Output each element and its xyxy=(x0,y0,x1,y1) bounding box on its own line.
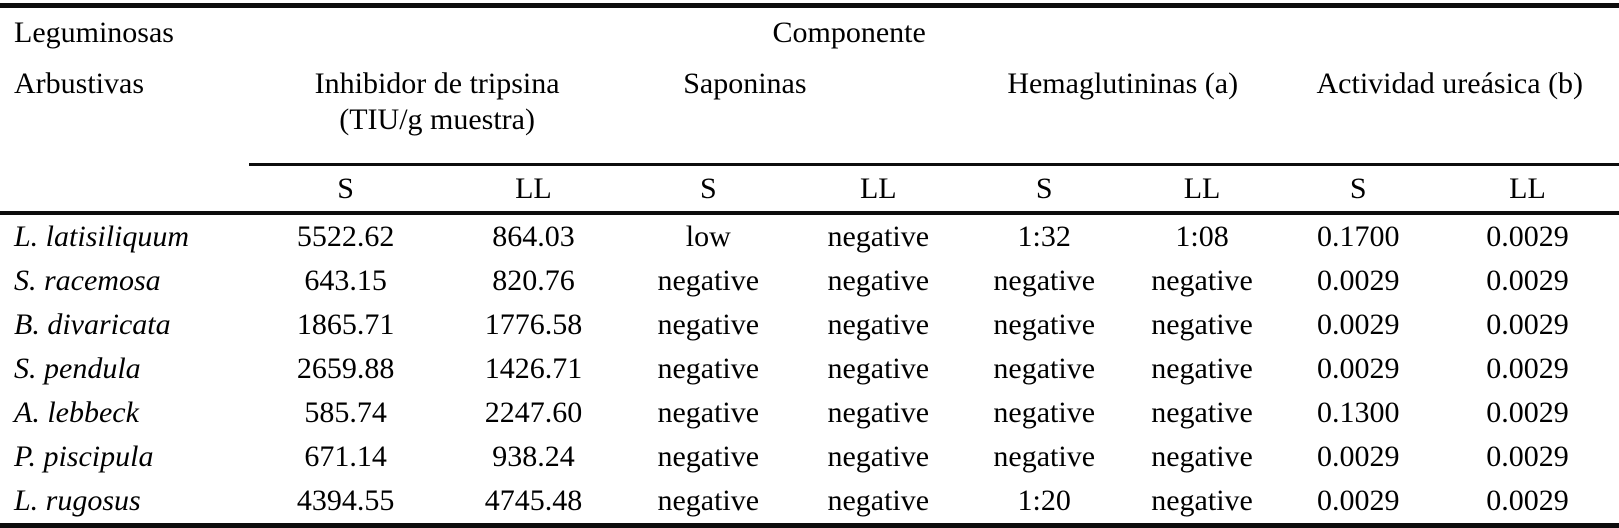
table-row: P. piscipula 671.14 938.24 negative nega… xyxy=(0,435,1619,479)
table-row: L. rugosus 4394.55 4745.48 negative nega… xyxy=(0,479,1619,526)
header-leguminosas: Leguminosas xyxy=(14,16,174,49)
value-cell: low xyxy=(685,220,731,253)
header-group-ureasica: Actividad ureásica (b) xyxy=(1280,58,1619,166)
species-cell: P. piscipula xyxy=(14,440,154,473)
subheader-empty xyxy=(0,164,250,215)
species-cell: L. rugosus xyxy=(14,484,141,517)
value-cell: 864.03 xyxy=(492,220,575,253)
value-cell: negative xyxy=(1151,352,1253,385)
value-cell: 0.0029 xyxy=(1486,484,1569,517)
value-cell: 0.0029 xyxy=(1486,308,1569,341)
value-cell: negative xyxy=(657,396,760,429)
subheader-tripsina-ll: LL xyxy=(441,164,625,215)
value-cell: negative xyxy=(657,484,760,517)
value-cell: 671.14 xyxy=(304,440,387,473)
value-cell: 4394.55 xyxy=(296,484,395,517)
value-cell: negative xyxy=(827,440,930,473)
header-group-saponinas: Saponinas xyxy=(624,58,965,166)
value-cell: negative xyxy=(993,440,1096,473)
subheader-tripsina-s: S xyxy=(249,164,442,215)
header-row-2: Arbustivas Inhibidor de tripsina (TIU/g … xyxy=(0,58,1619,166)
value-cell: 0.0029 xyxy=(1486,396,1569,429)
value-cell: 0.0029 xyxy=(1317,352,1400,385)
table-row: S. pendula 2659.88 1426.71 negative nega… xyxy=(0,347,1619,391)
table-row: S. racemosa 643.15 820.76 negative negat… xyxy=(0,259,1619,303)
value-cell: 0.0029 xyxy=(1486,440,1569,473)
subheader-saponinas-s: S xyxy=(624,164,792,215)
value-cell: 0.0029 xyxy=(1486,352,1569,385)
value-cell: 0.0029 xyxy=(1317,440,1400,473)
value-cell: 0.0029 xyxy=(1317,264,1400,297)
subheader-row: S LL S LL S LL S LL xyxy=(0,164,1619,215)
value-cell: negative xyxy=(827,264,930,297)
value-cell: 1426.71 xyxy=(484,352,583,385)
value-cell: negative xyxy=(827,396,930,429)
value-cell: negative xyxy=(657,264,760,297)
value-cell: negative xyxy=(993,396,1096,429)
value-cell: negative xyxy=(993,264,1096,297)
header-group-tripsina: Inhibidor de tripsina (TIU/g muestra) xyxy=(249,58,625,166)
subheader-saponinas-ll: LL xyxy=(791,164,965,215)
table-body: L. latisiliquum 5522.62 864.03 low negat… xyxy=(0,213,1619,526)
table-header: Leguminosas Componente Arbustivas Inhibi… xyxy=(0,6,1619,215)
value-cell: 2247.60 xyxy=(484,396,583,429)
value-cell: 2659.88 xyxy=(296,352,395,385)
value-cell: 938.24 xyxy=(492,440,575,473)
value-cell: negative xyxy=(993,352,1096,385)
table-row: B. divaricata 1865.71 1776.58 negative n… xyxy=(0,303,1619,347)
value-cell: negative xyxy=(657,308,760,341)
species-cell: S. pendula xyxy=(14,352,141,385)
table-row: A. lebbeck 585.74 2247.60 negative negat… xyxy=(0,391,1619,435)
species-cell: A. lebbeck xyxy=(14,396,139,429)
value-cell: negative xyxy=(1151,396,1253,429)
value-cell: 0.0029 xyxy=(1317,308,1400,341)
value-cell: 5522.62 xyxy=(296,220,395,253)
value-cell: 0.1700 xyxy=(1317,220,1400,253)
subheader-hemaglutininas-s: S xyxy=(964,164,1124,215)
species-cell: B. divaricata xyxy=(14,308,171,341)
header-arbustivas: Arbustivas xyxy=(14,67,144,100)
value-cell: 820.76 xyxy=(492,264,575,297)
species-cell: L. latisiliquum xyxy=(14,220,190,253)
value-cell: negative xyxy=(1151,264,1253,297)
subheader-hemaglutininas-ll: LL xyxy=(1123,164,1281,215)
value-cell: 4745.48 xyxy=(484,484,583,517)
value-cell: 0.1300 xyxy=(1317,396,1400,429)
header-group-tripsina-line1: Inhibidor de tripsina xyxy=(314,67,560,100)
value-cell: 1:20 xyxy=(1017,484,1071,517)
value-cell: 1776.58 xyxy=(484,308,583,341)
value-cell: negative xyxy=(827,484,930,517)
value-cell: negative xyxy=(657,440,760,473)
header-group-hemaglutininas: Hemaglutininas (a) xyxy=(964,58,1281,166)
subheader-ureasica-s: S xyxy=(1280,164,1436,215)
value-cell: negative xyxy=(827,220,930,253)
subheader-ureasica-ll: LL xyxy=(1435,164,1619,215)
species-cell: S. racemosa xyxy=(14,264,161,297)
value-cell: negative xyxy=(827,308,930,341)
value-cell: 1865.71 xyxy=(296,308,395,341)
value-cell: 643.15 xyxy=(304,264,387,297)
value-cell: negative xyxy=(827,352,930,385)
value-cell: 0.0029 xyxy=(1486,220,1569,253)
value-cell: negative xyxy=(993,308,1096,341)
header-row-1: Leguminosas Componente xyxy=(0,6,1619,59)
value-cell: negative xyxy=(657,352,760,385)
value-cell: 585.74 xyxy=(304,396,387,429)
value-cell: negative xyxy=(1151,484,1253,517)
value-cell: 1:32 xyxy=(1017,220,1071,253)
header-componente: Componente xyxy=(772,16,926,49)
table-row: L. latisiliquum 5522.62 864.03 low negat… xyxy=(0,213,1619,259)
value-cell: negative xyxy=(1151,440,1253,473)
value-cell: 0.0029 xyxy=(1486,264,1569,297)
value-cell: negative xyxy=(1151,308,1253,341)
header-group-tripsina-line2: (TIU/g muestra) xyxy=(339,103,535,136)
value-cell: 1:08 xyxy=(1175,220,1229,253)
value-cell: 0.0029 xyxy=(1317,484,1400,517)
components-table: Leguminosas Componente Arbustivas Inhibi… xyxy=(0,3,1619,528)
